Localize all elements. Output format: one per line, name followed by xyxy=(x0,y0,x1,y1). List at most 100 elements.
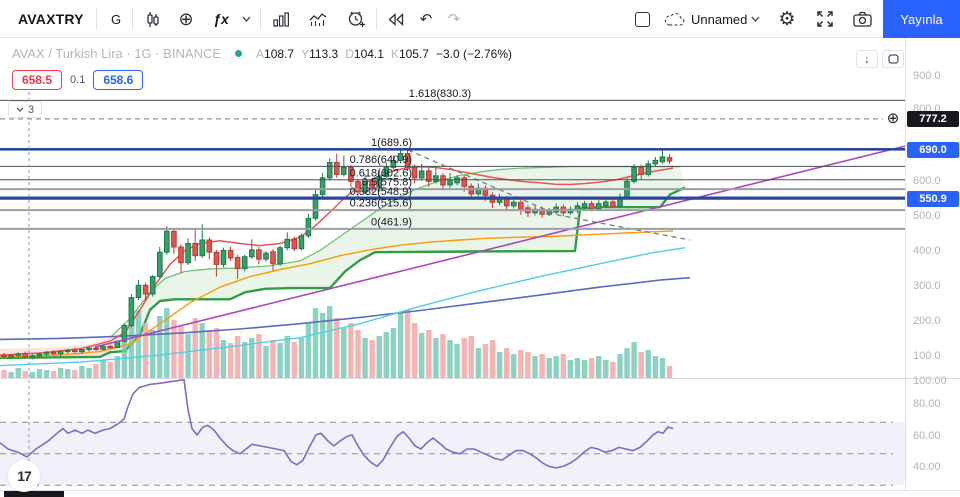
camera-icon xyxy=(852,11,872,27)
price-tick: 80.00 xyxy=(913,398,941,410)
price-tick: 200.0 xyxy=(913,315,941,327)
ohlc-key: A xyxy=(256,47,265,61)
scroll-down-button[interactable]: ↓ xyxy=(856,50,878,68)
settings-button[interactable]: ⚙ xyxy=(772,5,802,33)
snapshot-button[interactable] xyxy=(846,5,878,33)
cloud-icon xyxy=(664,12,685,26)
price-tick: 60.00 xyxy=(913,430,941,442)
ohlc-value: 105.7 xyxy=(398,47,429,61)
redo-icon: ↷ xyxy=(447,11,461,28)
pane-separator[interactable] xyxy=(0,378,960,379)
ma_cyan-line xyxy=(0,247,686,367)
fib-label: 0.5(575.8) xyxy=(362,177,412,189)
price-badge-690.0: 690.0 xyxy=(907,142,959,158)
tradingview-logo[interactable]: 17 xyxy=(8,460,40,492)
layout-select-button[interactable] xyxy=(628,5,656,33)
toolbar-separator xyxy=(96,8,97,30)
interval-button[interactable]: G xyxy=(110,11,122,27)
gear-icon: ⚙ xyxy=(778,8,796,30)
price-badge-777.2: 777.2 xyxy=(907,111,959,127)
chart-style-button[interactable] xyxy=(138,5,166,33)
fullscreen-button[interactable] xyxy=(810,5,840,33)
price-tick: 40.00 xyxy=(913,461,941,473)
price-badge-550.9: 550.9 xyxy=(907,191,959,207)
undo-icon: ↶ xyxy=(419,11,433,28)
realtime-dot-icon xyxy=(235,50,243,57)
fib-label: 1(689.6) xyxy=(371,137,412,149)
hidden-indicators-badge[interactable]: 3 xyxy=(8,101,43,118)
bar-template-icon xyxy=(272,11,289,27)
crosshair-time-label xyxy=(4,491,64,497)
ohlc-value: 108.7 xyxy=(264,47,295,61)
ohlc-key: D xyxy=(345,47,354,61)
ohlc-value: 104.1 xyxy=(353,47,384,61)
price-tick: 600.0 xyxy=(913,175,941,187)
undo-button[interactable]: ↶ xyxy=(413,5,439,33)
sell-button[interactable]: 658.5 xyxy=(12,70,63,90)
fib-label: 0.618(602.6) xyxy=(350,167,412,179)
chevron-down-icon xyxy=(241,16,251,22)
fx-icon: ƒx xyxy=(213,11,229,27)
alert-button[interactable] xyxy=(340,5,372,33)
price-tick: 300.0 xyxy=(913,280,941,292)
symbol-description[interactable]: AVAX / Turkish Lira · 1G · BINANCE xyxy=(12,46,222,61)
ohlc-key: K xyxy=(390,47,399,61)
spread-label: 0.1 xyxy=(70,74,86,86)
chart-legend[interactable]: AVAX / Turkish Lira · 1G · BINANCE A108.… xyxy=(12,46,512,61)
maximize-pane-button[interactable] xyxy=(882,50,904,68)
ma_indigo-line xyxy=(0,276,691,341)
chevron-down-icon xyxy=(16,107,24,112)
single-layout-icon xyxy=(634,11,650,27)
fullscreen-icon xyxy=(817,11,833,27)
fib-label: 0.236(515.6) xyxy=(350,198,412,210)
pattern-dashed-line xyxy=(407,149,691,241)
redo-button[interactable]: ↷ xyxy=(441,5,467,33)
layout-name-label: Unnamed xyxy=(691,11,748,27)
fib-label: 0(461.9) xyxy=(371,216,412,228)
indicators-dropdown-arrow[interactable] xyxy=(238,5,254,33)
change-label: −3.0 (−2.76%) xyxy=(435,47,513,61)
main-pane-layer xyxy=(0,145,905,378)
top-toolbar: AVAXTRY G ⊕ ƒx xyxy=(0,0,960,38)
rsi-line xyxy=(0,378,674,469)
price-tick: 100.00 xyxy=(913,375,947,387)
symbol-button[interactable]: AVAXTRY xyxy=(18,11,84,27)
add-alert-plus-icon[interactable]: ⊕ xyxy=(884,110,902,128)
price-tick: 400.0 xyxy=(913,245,941,257)
price-tick: 900.0 xyxy=(913,70,941,82)
fib-label: 1.618(830.3) xyxy=(409,88,471,100)
plus-circle-icon: ⊕ xyxy=(178,8,194,29)
ohlc-value: 113.3 xyxy=(309,47,339,61)
maximize-icon xyxy=(887,54,899,64)
bar-replay-button[interactable] xyxy=(381,5,411,33)
indicators-button[interactable]: ƒx xyxy=(206,5,236,33)
rsi-pane-layer xyxy=(0,378,905,486)
compare-add-button[interactable]: ⊕ xyxy=(172,5,200,33)
chevron-down-icon xyxy=(751,16,760,22)
trade-buttons: 658.5 0.1 658.6 xyxy=(12,70,144,90)
hidden-indicators-count: 3 xyxy=(28,103,35,116)
trendline xyxy=(94,145,905,348)
cloud-save-button[interactable]: Unnamed xyxy=(660,5,764,33)
fib-label: 0.786(640.9) xyxy=(350,154,412,166)
candlestick-icon xyxy=(146,11,159,27)
ohlc-values: A108.7 Y113.3 D104.1 K105.7 −3.0 (−2.76%) xyxy=(256,46,512,61)
price-tick: 500.0 xyxy=(913,210,941,222)
fib-label: 0.382(548.9) xyxy=(350,186,412,198)
buy-button[interactable]: 658.6 xyxy=(93,70,144,90)
alarm-clock-plus-icon xyxy=(348,11,365,27)
time-axis[interactable] xyxy=(0,490,960,497)
toolbar-separator xyxy=(132,8,133,30)
toolbar-separator xyxy=(376,8,377,30)
price-scale[interactable]: 900.0 800.0 600.0 500.0 400.0 300.0 200.0 100.0… xyxy=(905,38,960,497)
compare-symbol-button[interactable] xyxy=(302,5,334,33)
publish-button[interactable]: Yayınla xyxy=(883,0,960,38)
line-chart-icon xyxy=(309,13,326,26)
tv-logo-glyph: 17 xyxy=(17,468,32,484)
arrow-down-icon: ↓ xyxy=(864,52,870,66)
toolbar-separator xyxy=(260,8,261,30)
indicator-templates-button[interactable] xyxy=(266,5,296,33)
ohlc-key: Y xyxy=(301,47,310,61)
